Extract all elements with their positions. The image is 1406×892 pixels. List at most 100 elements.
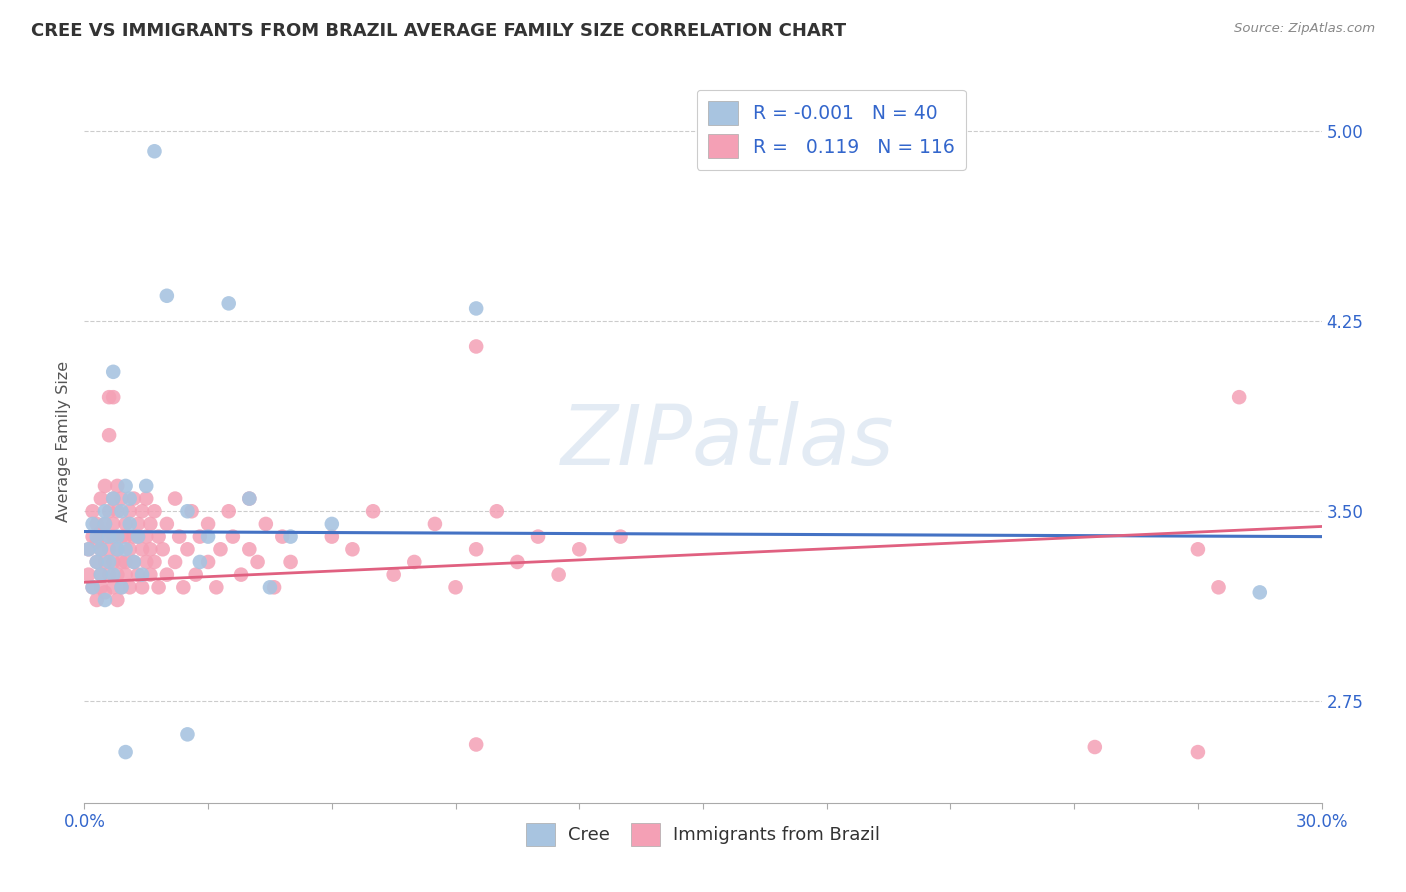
Point xyxy=(94,593,117,607)
Point xyxy=(156,289,179,303)
Point xyxy=(156,516,179,531)
Point xyxy=(118,491,141,506)
Point xyxy=(197,555,219,569)
Point xyxy=(148,580,170,594)
Point xyxy=(86,534,108,549)
Point xyxy=(246,555,269,569)
Point xyxy=(103,555,125,569)
Point xyxy=(98,390,121,404)
Point xyxy=(238,491,260,506)
Point xyxy=(94,585,117,599)
Point xyxy=(105,479,128,493)
Point xyxy=(103,491,125,506)
Point xyxy=(444,580,467,594)
Point xyxy=(110,530,132,544)
Point xyxy=(90,542,112,557)
Point xyxy=(547,567,569,582)
Point xyxy=(485,504,508,518)
Point xyxy=(1084,739,1107,754)
Point xyxy=(135,530,157,544)
Point xyxy=(465,738,488,752)
Point xyxy=(90,567,112,582)
Point xyxy=(105,542,128,557)
Point xyxy=(98,530,121,544)
Point xyxy=(165,555,187,569)
Point xyxy=(114,530,136,544)
Point xyxy=(382,567,405,582)
Point xyxy=(218,504,240,518)
Point xyxy=(94,516,117,531)
Point xyxy=(98,504,121,518)
Point xyxy=(167,530,190,544)
Point xyxy=(229,567,252,582)
Point xyxy=(86,593,108,607)
Point xyxy=(114,555,136,569)
Point xyxy=(238,542,260,557)
Point xyxy=(98,428,121,442)
Point xyxy=(271,530,294,544)
Point xyxy=(77,542,100,557)
Point xyxy=(114,567,136,582)
Point xyxy=(423,516,446,531)
Point xyxy=(188,530,211,544)
Point xyxy=(94,504,117,518)
Point xyxy=(98,567,121,582)
Point xyxy=(103,365,125,379)
Legend: Cree, Immigrants from Brazil: Cree, Immigrants from Brazil xyxy=(517,814,889,855)
Point xyxy=(82,504,104,518)
Point xyxy=(197,516,219,531)
Point xyxy=(135,555,157,569)
Point xyxy=(105,593,128,607)
Point xyxy=(103,491,125,506)
Point xyxy=(94,530,117,544)
Point xyxy=(94,555,117,569)
Point xyxy=(122,555,145,569)
Point xyxy=(1249,585,1271,599)
Point xyxy=(152,542,174,557)
Point xyxy=(114,516,136,531)
Point xyxy=(465,301,488,316)
Point xyxy=(180,504,202,518)
Point xyxy=(176,542,198,557)
Point xyxy=(465,339,488,353)
Point xyxy=(205,580,228,594)
Point xyxy=(188,555,211,569)
Point xyxy=(122,555,145,569)
Point xyxy=(90,580,112,594)
Point xyxy=(94,479,117,493)
Point xyxy=(143,504,166,518)
Point xyxy=(114,745,136,759)
Point xyxy=(1187,745,1209,759)
Point xyxy=(105,504,128,518)
Point xyxy=(103,580,125,594)
Point xyxy=(82,530,104,544)
Point xyxy=(135,479,157,493)
Point xyxy=(118,516,141,531)
Point xyxy=(280,530,302,544)
Point xyxy=(139,567,162,582)
Point xyxy=(259,580,281,594)
Point xyxy=(127,516,149,531)
Point xyxy=(98,555,121,569)
Point xyxy=(122,491,145,506)
Point xyxy=(1208,580,1230,594)
Point xyxy=(148,530,170,544)
Point xyxy=(238,491,260,506)
Point xyxy=(86,530,108,544)
Point xyxy=(127,530,149,544)
Point xyxy=(110,580,132,594)
Point xyxy=(110,580,132,594)
Point xyxy=(263,580,285,594)
Point xyxy=(103,390,125,404)
Y-axis label: Average Family Size: Average Family Size xyxy=(56,361,72,522)
Text: Source: ZipAtlas.com: Source: ZipAtlas.com xyxy=(1234,22,1375,36)
Point xyxy=(1187,542,1209,557)
Point xyxy=(131,504,153,518)
Point xyxy=(131,580,153,594)
Point xyxy=(465,542,488,557)
Point xyxy=(103,567,125,582)
Point xyxy=(218,296,240,310)
Point xyxy=(143,555,166,569)
Point xyxy=(321,530,343,544)
Point xyxy=(404,555,426,569)
